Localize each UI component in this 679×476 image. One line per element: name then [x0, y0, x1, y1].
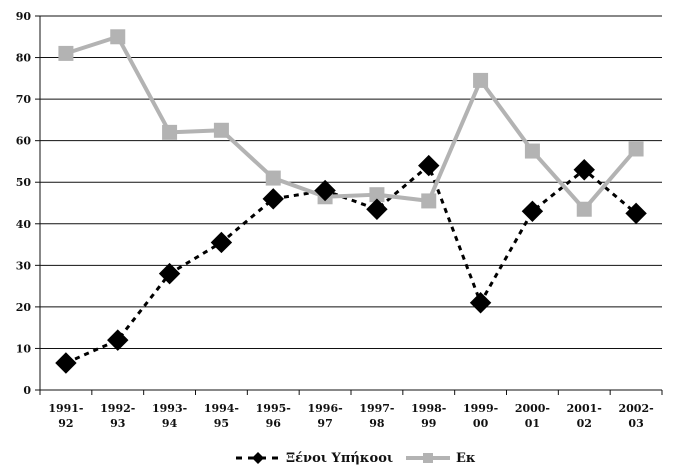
- data-point-series-2: [473, 72, 489, 88]
- legend: Ξένοι Υπήκοοι Εκ: [236, 451, 476, 466]
- y-tick-label: 60: [16, 135, 32, 148]
- x-tick-label: 1995-96: [256, 402, 291, 430]
- y-tick-label: 30: [16, 259, 32, 272]
- x-tick-label: 1994-95: [204, 402, 239, 430]
- legend-swatch-marker: [423, 453, 433, 463]
- data-point-series-1: [262, 188, 284, 210]
- data-point-series-2: [628, 141, 644, 157]
- x-tick-label: 1992-93: [100, 402, 135, 430]
- y-tick-label: 90: [16, 10, 32, 23]
- data-point-series-1: [573, 159, 595, 181]
- y-tick-label: 20: [16, 301, 32, 314]
- x-tick-label: 2002-03: [618, 402, 653, 430]
- data-point-series-2: [524, 143, 540, 159]
- y-tick-label: 80: [16, 52, 32, 65]
- x-tick-label: 1993-94: [152, 402, 187, 430]
- x-tick-label: 2000-01: [515, 402, 550, 430]
- legend-label: Ξένοι Υπήκοοι: [286, 451, 393, 466]
- x-tick-label: 2001-02: [567, 402, 602, 430]
- data-point-series-2: [265, 170, 281, 186]
- data-point-series-2: [576, 201, 592, 217]
- legend-swatch-marker: [252, 452, 264, 464]
- y-axis-ticks: 0 10 20 30 40 50 60 70 80 90: [16, 10, 40, 397]
- data-point-series-1: [55, 352, 77, 374]
- series-lines: [65, 34, 638, 365]
- data-point-series-1: [314, 179, 336, 202]
- y-tick-label: 0: [23, 384, 31, 397]
- legend-label: Εκ: [456, 451, 476, 466]
- data-point-series-2: [421, 193, 437, 209]
- legend-item-1: Ξένοι Υπήκοοι: [236, 451, 393, 466]
- data-point-series-1: [210, 231, 233, 254]
- x-axis-ticks: 1991-92 1992-93 1993-94 1994-95 1995-96 1996-…: [39, 390, 663, 430]
- y-tick-label: 10: [16, 342, 32, 355]
- data-point-series-1: [158, 262, 181, 285]
- x-tick-label: 1997-98: [359, 402, 394, 430]
- data-point-series-1: [521, 200, 544, 223]
- series-markers: [55, 29, 647, 374]
- y-tick-label: 40: [16, 218, 32, 231]
- x-tick-label: 1998-99: [411, 402, 446, 430]
- data-point-series-2: [213, 122, 229, 138]
- data-point-series-1: [107, 329, 129, 351]
- x-tick-label: 1999-00: [463, 402, 498, 430]
- gridlines: [40, 15, 662, 349]
- y-tick-label: 70: [16, 93, 32, 106]
- y-tick-label: 50: [16, 176, 32, 189]
- legend-item-2: Εκ: [406, 451, 476, 466]
- x-tick-label: 1991-92: [48, 402, 83, 430]
- series-line-2: [65, 34, 638, 212]
- data-point-series-1: [625, 202, 647, 225]
- data-point-series-1: [469, 292, 492, 314]
- axes: [39, 16, 662, 391]
- data-point-series-1: [418, 154, 440, 177]
- data-point-series-2: [110, 29, 126, 45]
- data-point-series-2: [162, 124, 178, 140]
- data-point-series-1: [366, 198, 388, 220]
- x-tick-label: 1996-97: [307, 402, 342, 430]
- data-point-series-2: [58, 45, 74, 61]
